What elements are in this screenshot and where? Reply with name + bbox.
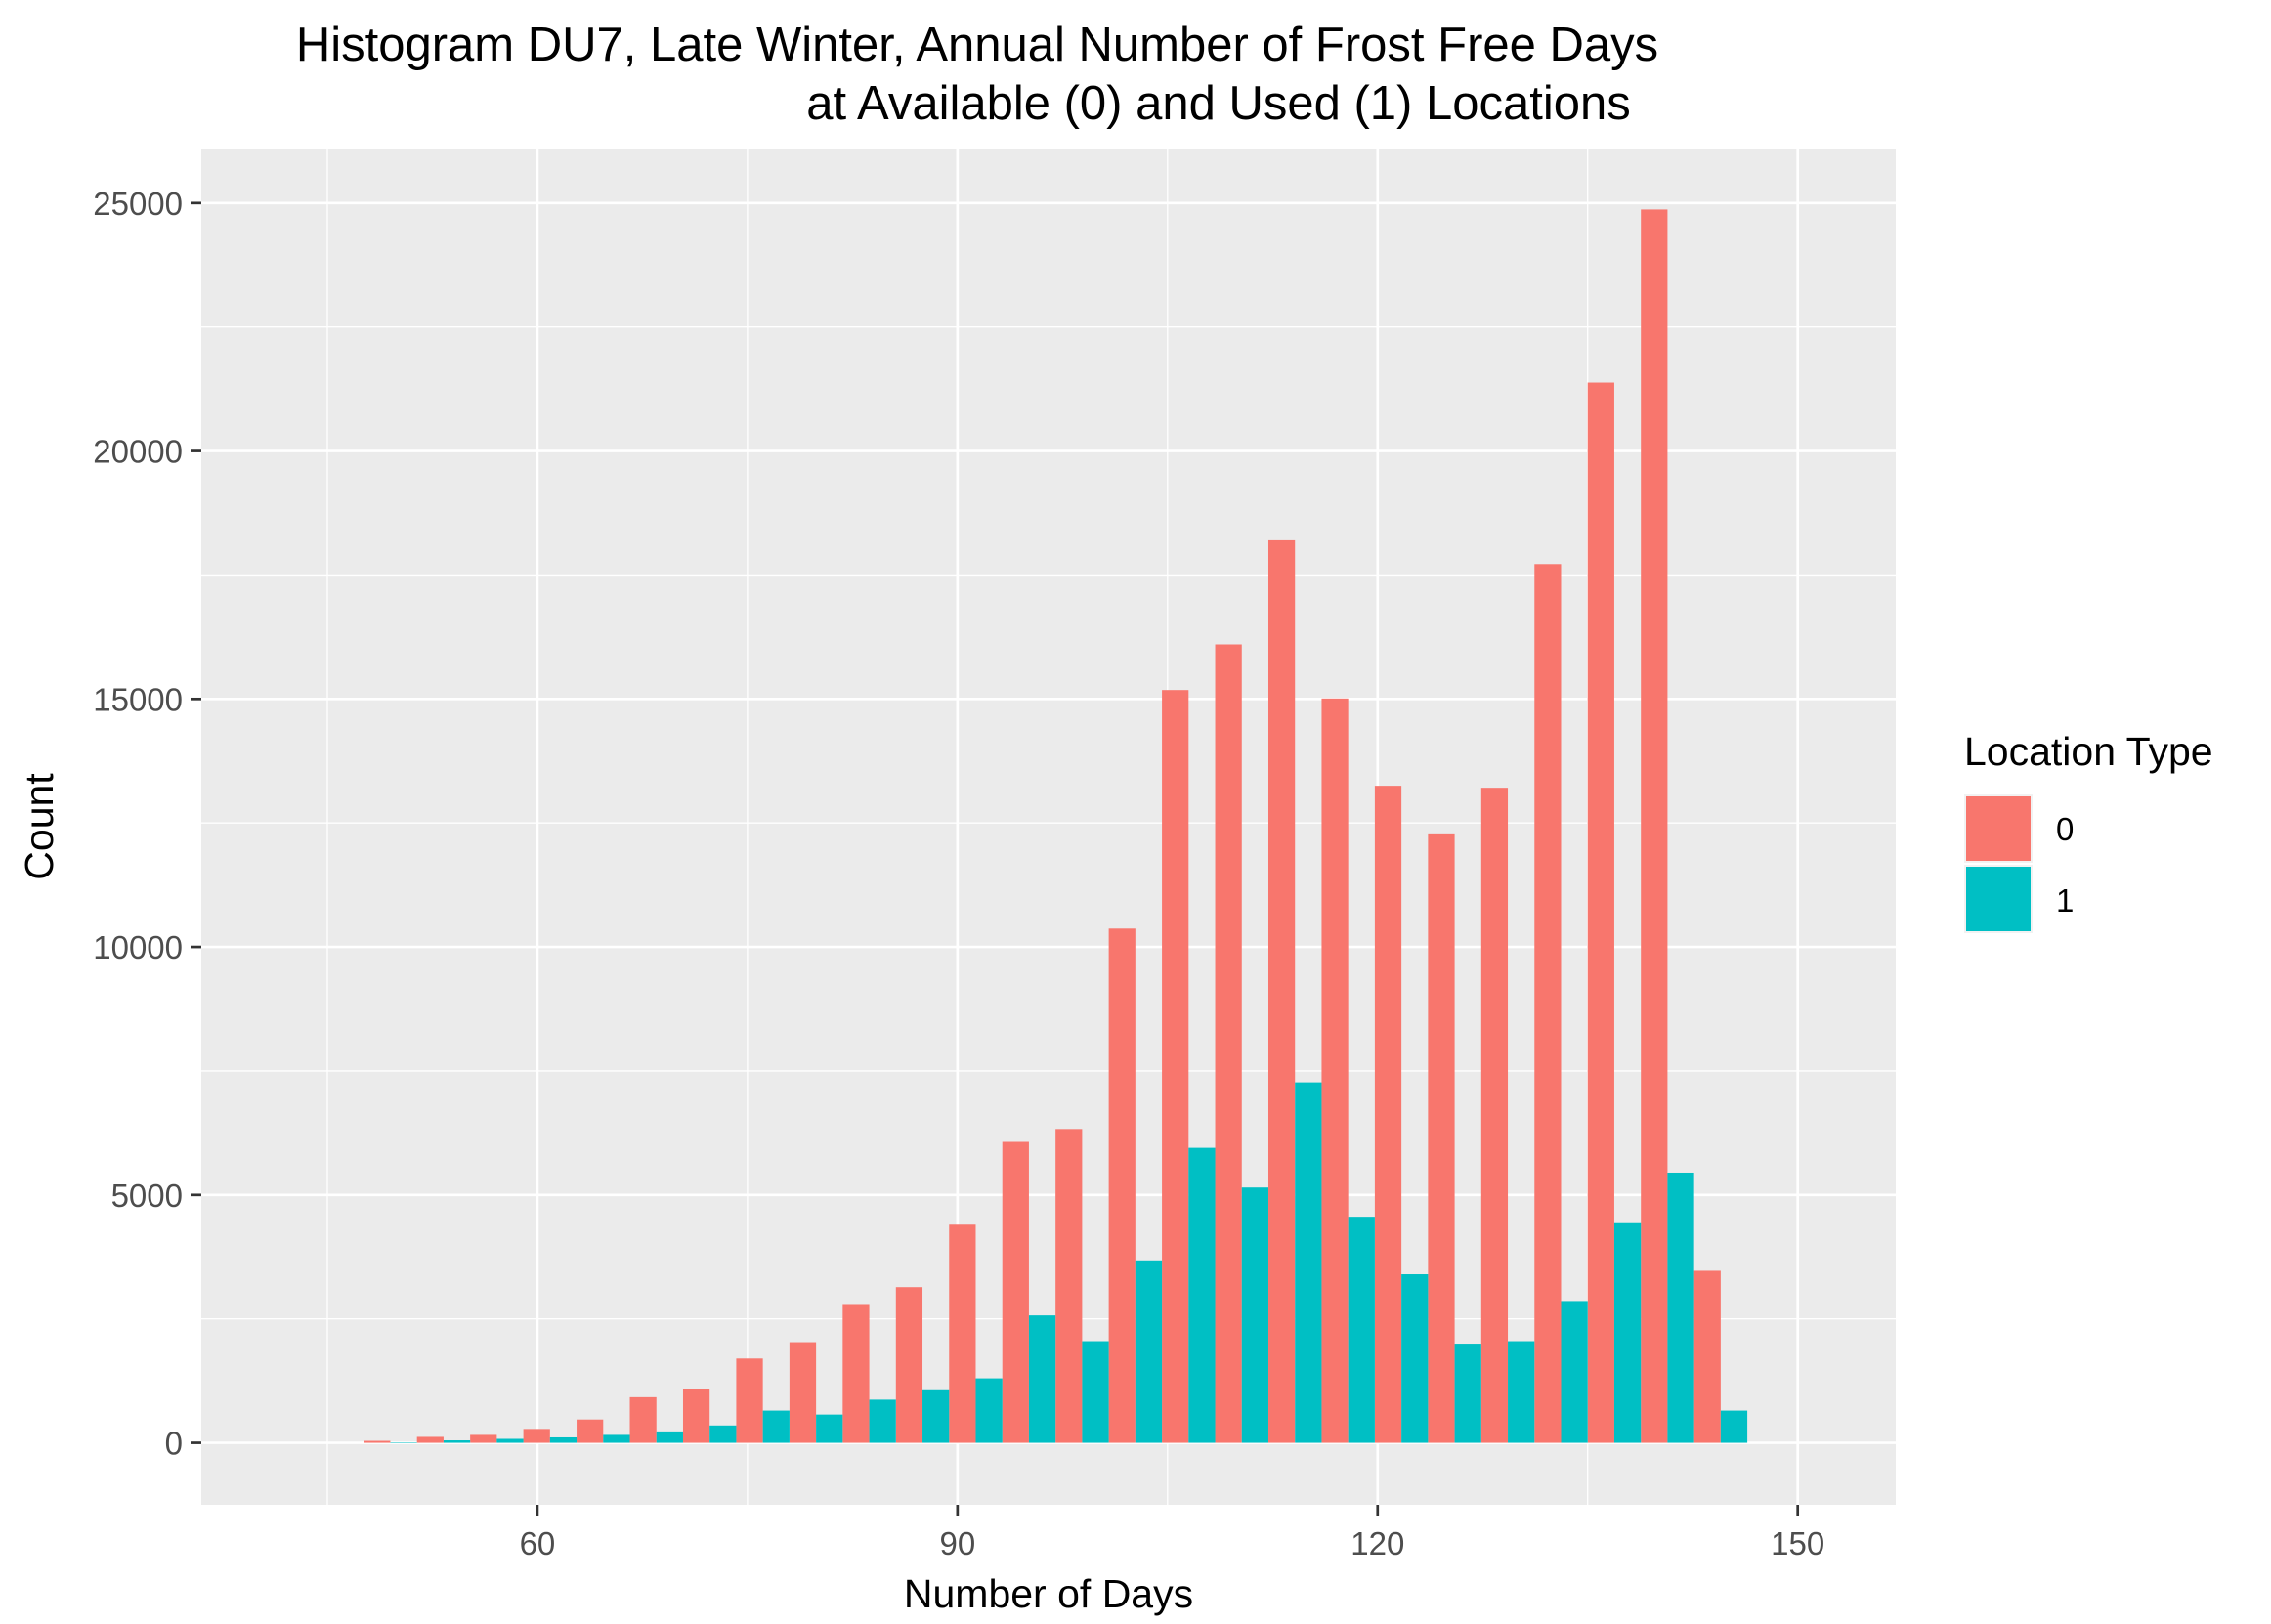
y-tick-label: 10000: [93, 929, 183, 965]
x-tick-label: 120: [1350, 1525, 1404, 1561]
bar-series-0: [364, 1440, 391, 1443]
bar-series-0: [1374, 786, 1402, 1443]
legend-swatch-1: [1966, 867, 2031, 931]
bar-series-1: [1135, 1260, 1163, 1443]
y-axis-title: Count: [17, 773, 62, 880]
bar-series-0: [1215, 644, 1242, 1443]
bar-series-1: [869, 1399, 896, 1443]
bar-series-0: [736, 1358, 763, 1443]
bar-series-0: [949, 1224, 976, 1443]
bar-series-0: [1162, 690, 1189, 1443]
bar-series-1: [1401, 1274, 1429, 1443]
bar-series-0: [842, 1304, 870, 1443]
bar-series-1: [496, 1438, 524, 1443]
bar-series-1: [1028, 1315, 1056, 1443]
legend-swatch-0: [1966, 796, 2031, 861]
bar-series-1: [549, 1436, 578, 1443]
bar-series-1: [656, 1431, 683, 1443]
bar-series-1: [443, 1440, 471, 1443]
bar-series-1: [1295, 1082, 1322, 1443]
bar-series-1: [1720, 1410, 1748, 1443]
bar-series-0: [1587, 382, 1614, 1443]
chart-title-line-1: Histogram DU7, Late Winter, Annual Numbe…: [296, 19, 1658, 71]
bar-series-0: [1641, 209, 1668, 1443]
series-1-bars: [390, 1082, 1748, 1443]
bar-series-1: [1667, 1172, 1694, 1443]
bar-series-1: [1188, 1147, 1216, 1443]
bar-series-1: [1082, 1341, 1109, 1443]
x-axis-title: Number of Days: [904, 1571, 1193, 1616]
bar-series-0: [789, 1342, 817, 1443]
bar-series-1: [390, 1442, 417, 1443]
x-tick-label: 60: [520, 1525, 556, 1561]
y-axis: 0 5000 10000 15000 20000 25000: [93, 186, 201, 1462]
bar-series-0: [523, 1429, 550, 1443]
legend-label-0: 0: [2056, 811, 2074, 847]
bar-series-0: [1108, 928, 1136, 1443]
bar-series-0: [1321, 698, 1349, 1443]
bar-series-1: [762, 1410, 790, 1443]
y-tick-label: 25000: [93, 186, 183, 222]
bar-series-0: [629, 1396, 657, 1443]
x-axis: 60 90 120 150: [520, 1505, 1824, 1561]
bar-series-0: [470, 1434, 497, 1443]
chart-title-line-2: at Available (0) and Used (1) Locations: [806, 77, 1630, 130]
bar-series-0: [1693, 1270, 1721, 1443]
bar-series-1: [1508, 1341, 1535, 1443]
bar-series-0: [682, 1389, 710, 1443]
bar-series-0: [1480, 788, 1509, 1443]
bar-series-0: [416, 1436, 444, 1443]
bar-series-1: [975, 1378, 1003, 1443]
bar-series-0: [1267, 539, 1296, 1443]
bar-series-1: [1454, 1344, 1481, 1443]
bar-series-1: [1348, 1217, 1375, 1443]
y-tick-label: 0: [165, 1426, 183, 1462]
bar-series-0: [1534, 564, 1562, 1443]
bar-series-0: [577, 1419, 604, 1443]
bar-series-0: [895, 1287, 923, 1443]
x-tick-label: 150: [1771, 1525, 1824, 1561]
bar-series-0: [1002, 1141, 1029, 1443]
bar-series-0: [1055, 1129, 1083, 1443]
bar-series-1: [603, 1434, 630, 1443]
bar-series-1: [1561, 1301, 1588, 1443]
series-0-bars: [364, 209, 1721, 1443]
y-tick-label: 15000: [93, 681, 183, 717]
bar-series-1: [922, 1389, 950, 1443]
x-tick-label: 90: [939, 1525, 975, 1561]
bar-series-1: [816, 1414, 843, 1443]
y-tick-label: 20000: [93, 434, 183, 470]
legend-title: Location Type: [1964, 729, 2213, 774]
bar-series-0: [1428, 833, 1455, 1443]
bar-series-1: [1613, 1222, 1642, 1443]
y-tick-label: 5000: [111, 1177, 183, 1214]
legend: Location Type 0 1: [1964, 729, 2213, 933]
bar-series-1: [709, 1425, 737, 1443]
legend-label-1: 1: [2056, 882, 2074, 919]
bar-series-1: [1241, 1187, 1268, 1443]
